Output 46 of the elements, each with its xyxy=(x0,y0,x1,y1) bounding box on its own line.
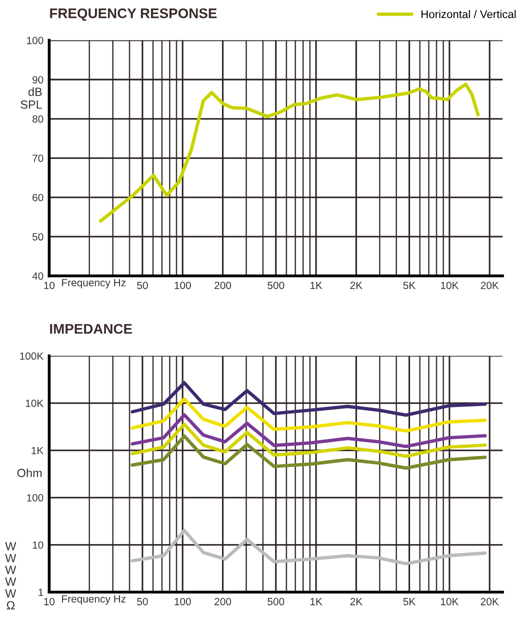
x-tick-label: 100 xyxy=(174,282,191,290)
y-tick-label: 1 xyxy=(38,588,44,596)
y-tick-label: 70 xyxy=(32,154,44,162)
text: W xyxy=(5,554,16,562)
x-tick-label: 100 xyxy=(174,598,191,606)
text: W xyxy=(5,566,16,574)
chart-title: FREQUENCY RESPONSE xyxy=(50,8,217,21)
x-tick-label: 200 xyxy=(214,598,232,606)
y-tick-label: 100K xyxy=(20,352,44,360)
x-tick-label: 10 xyxy=(44,598,55,606)
x-tick-label: 20K xyxy=(480,598,499,606)
x-tick-label: 2K xyxy=(350,598,362,606)
x-tick-label: 5K xyxy=(403,598,416,606)
x-tick-label: 1K xyxy=(310,598,322,606)
x-tick-label: 10K xyxy=(440,598,459,606)
x-axis-title: Frequency Hz xyxy=(62,279,126,288)
text: W xyxy=(5,542,16,550)
y-tick-label: 90 xyxy=(32,76,44,84)
y-tick-label: 10 xyxy=(32,541,44,549)
y-tick-label: 60 xyxy=(32,194,44,202)
y-tick-label: 100 xyxy=(27,494,44,502)
y-tick-label: 80 xyxy=(32,115,44,123)
y-tick-label: 100 xyxy=(27,36,44,44)
x-tick-label: 500 xyxy=(268,282,284,290)
x-tick-label: 50 xyxy=(137,282,148,290)
legend-label: Horizontal / Vertical xyxy=(422,10,516,18)
y-axis-title: Ohm xyxy=(17,468,42,478)
x-tick-label: 5K xyxy=(403,282,416,290)
text: W xyxy=(5,589,16,598)
text: Ω xyxy=(6,601,15,610)
y-tick-label: 50 xyxy=(32,233,44,241)
x-tick-label: 2K xyxy=(350,282,362,290)
x-tick-label: 1K xyxy=(310,282,322,290)
y-tick-label: 40 xyxy=(32,272,44,280)
y-tick-label: 1K xyxy=(32,446,44,454)
y-tick-label: 10K xyxy=(26,400,44,407)
x-tick-label: 10K xyxy=(440,282,459,290)
text: W xyxy=(5,578,16,586)
x-axis-title: Frequency Hz xyxy=(62,595,126,605)
chart-title: IMPEDANCE xyxy=(50,324,132,334)
x-tick-label: 50 xyxy=(137,598,148,606)
x-tick-label: 20K xyxy=(480,282,499,290)
x-tick-label: 10 xyxy=(44,282,55,290)
x-tick-label: 200 xyxy=(214,282,232,290)
y-axis-title: dB SPL xyxy=(20,87,42,109)
x-tick-label: 500 xyxy=(268,598,284,606)
